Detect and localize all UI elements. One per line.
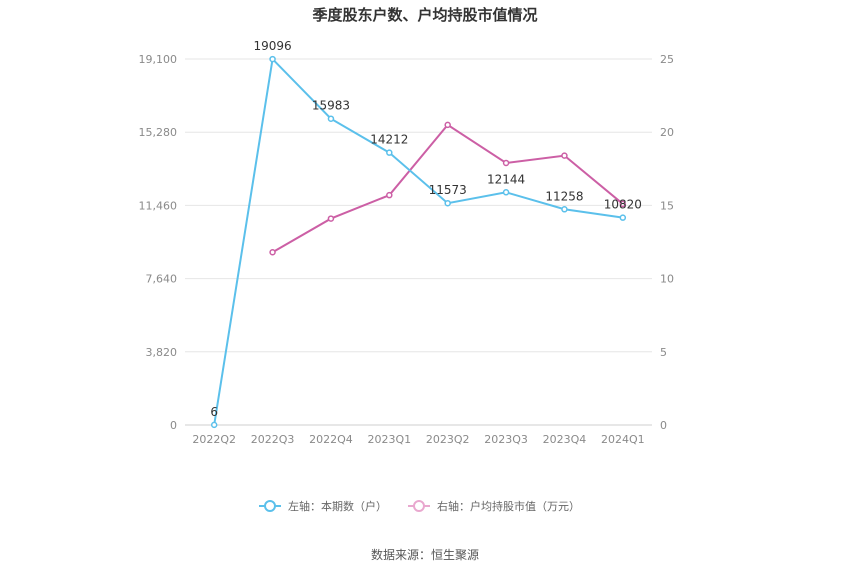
y-right-tick-label: 25 <box>660 53 674 66</box>
data-point-series-1[interactable] <box>269 248 276 256</box>
series-layer <box>210 55 627 429</box>
x-tick-label: 2022Q3 <box>251 433 295 446</box>
x-tick-label: 2024Q1 <box>601 433 645 446</box>
data-label-series-0: 12144 <box>487 172 525 186</box>
x-tick-label: 2023Q1 <box>367 433 411 446</box>
data-label-series-0: 15983 <box>312 99 350 113</box>
data-point-series-1[interactable] <box>502 159 510 167</box>
data-point-series-1[interactable] <box>619 200 627 208</box>
x-tick-label: 2022Q2 <box>192 433 236 446</box>
y-right-tick-label: 20 <box>660 126 674 139</box>
data-point-series-0[interactable] <box>502 189 510 196</box>
x-tick-label: 2022Q4 <box>309 433 353 446</box>
data-label-series-0: 6 <box>210 405 218 419</box>
legend-marker-icon <box>264 500 276 512</box>
y-right-tick-label: 15 <box>660 199 674 212</box>
data-point-series-1[interactable] <box>327 215 335 222</box>
y-left-tick-label: 19,100 <box>139 53 178 66</box>
chart-title: 季度股东户数、户均持股市值情况 <box>312 6 537 24</box>
x-axis: 2022Q2 2022Q3 2022Q4 2023Q1 2023Q2 2023Q3 2023… <box>192 433 644 446</box>
data-point-series-1[interactable] <box>444 121 451 129</box>
data-point-series-0[interactable] <box>210 421 218 429</box>
y-left-tick-label: 15,280 <box>139 126 178 139</box>
legend-item-series-1[interactable]: 右轴：户均持股市值（万元） <box>408 499 580 513</box>
legend-item-series-0[interactable]: 左轴：本期数（户） <box>259 499 387 513</box>
data-point-series-1[interactable] <box>561 152 568 159</box>
legend-label-series-1: 右轴：户均持股市值（万元） <box>437 499 580 513</box>
y-left-tick-label: 7,640 <box>146 273 178 286</box>
legend: 左轴：本期数（户） 右轴：户均持股市值（万元） <box>259 499 580 513</box>
data-labels: 6 19096 15983 14212 11573 12144 11258 10820 <box>210 39 642 419</box>
series-line-0 <box>213 56 623 426</box>
data-label-series-0: 11573 <box>429 183 467 197</box>
data-point-series-0[interactable] <box>386 149 393 156</box>
legend-label-series-0: 左轴：本期数（户） <box>288 499 387 513</box>
x-tick-label: 2023Q3 <box>484 433 528 446</box>
y-left-axis: 0 3,820 7,640 11,460 15,280 19,100 <box>139 53 178 432</box>
y-right-axis: 0 5 10 15 20 25 <box>660 53 674 432</box>
data-label-series-0: 14212 <box>370 133 408 147</box>
data-point-series-0[interactable] <box>444 199 451 207</box>
data-point-series-0[interactable] <box>327 115 335 122</box>
x-tick-label: 2023Q2 <box>426 433 470 446</box>
y-right-tick-label: 10 <box>660 273 674 286</box>
y-right-tick-label: 5 <box>660 346 667 359</box>
legend-marker-icon <box>413 500 425 512</box>
y-left-tick-label: 11,460 <box>139 199 178 212</box>
data-label-series-0: 19096 <box>253 39 291 53</box>
data-point-series-0[interactable] <box>561 206 568 213</box>
data-label-series-0: 10820 <box>604 198 642 212</box>
data-point-series-0[interactable] <box>619 214 627 221</box>
y-left-tick-label: 0 <box>170 419 177 432</box>
data-point-series-0[interactable] <box>269 55 276 63</box>
source-note: 数据来源：恒生聚源 <box>371 547 479 562</box>
data-label-series-0: 11258 <box>545 189 583 203</box>
y-left-tick-label: 3,820 <box>146 346 178 359</box>
x-tick-label: 2023Q4 <box>543 433 587 446</box>
grid <box>185 58 652 426</box>
data-point-series-1[interactable] <box>386 191 393 199</box>
y-right-tick-label: 0 <box>660 419 667 432</box>
